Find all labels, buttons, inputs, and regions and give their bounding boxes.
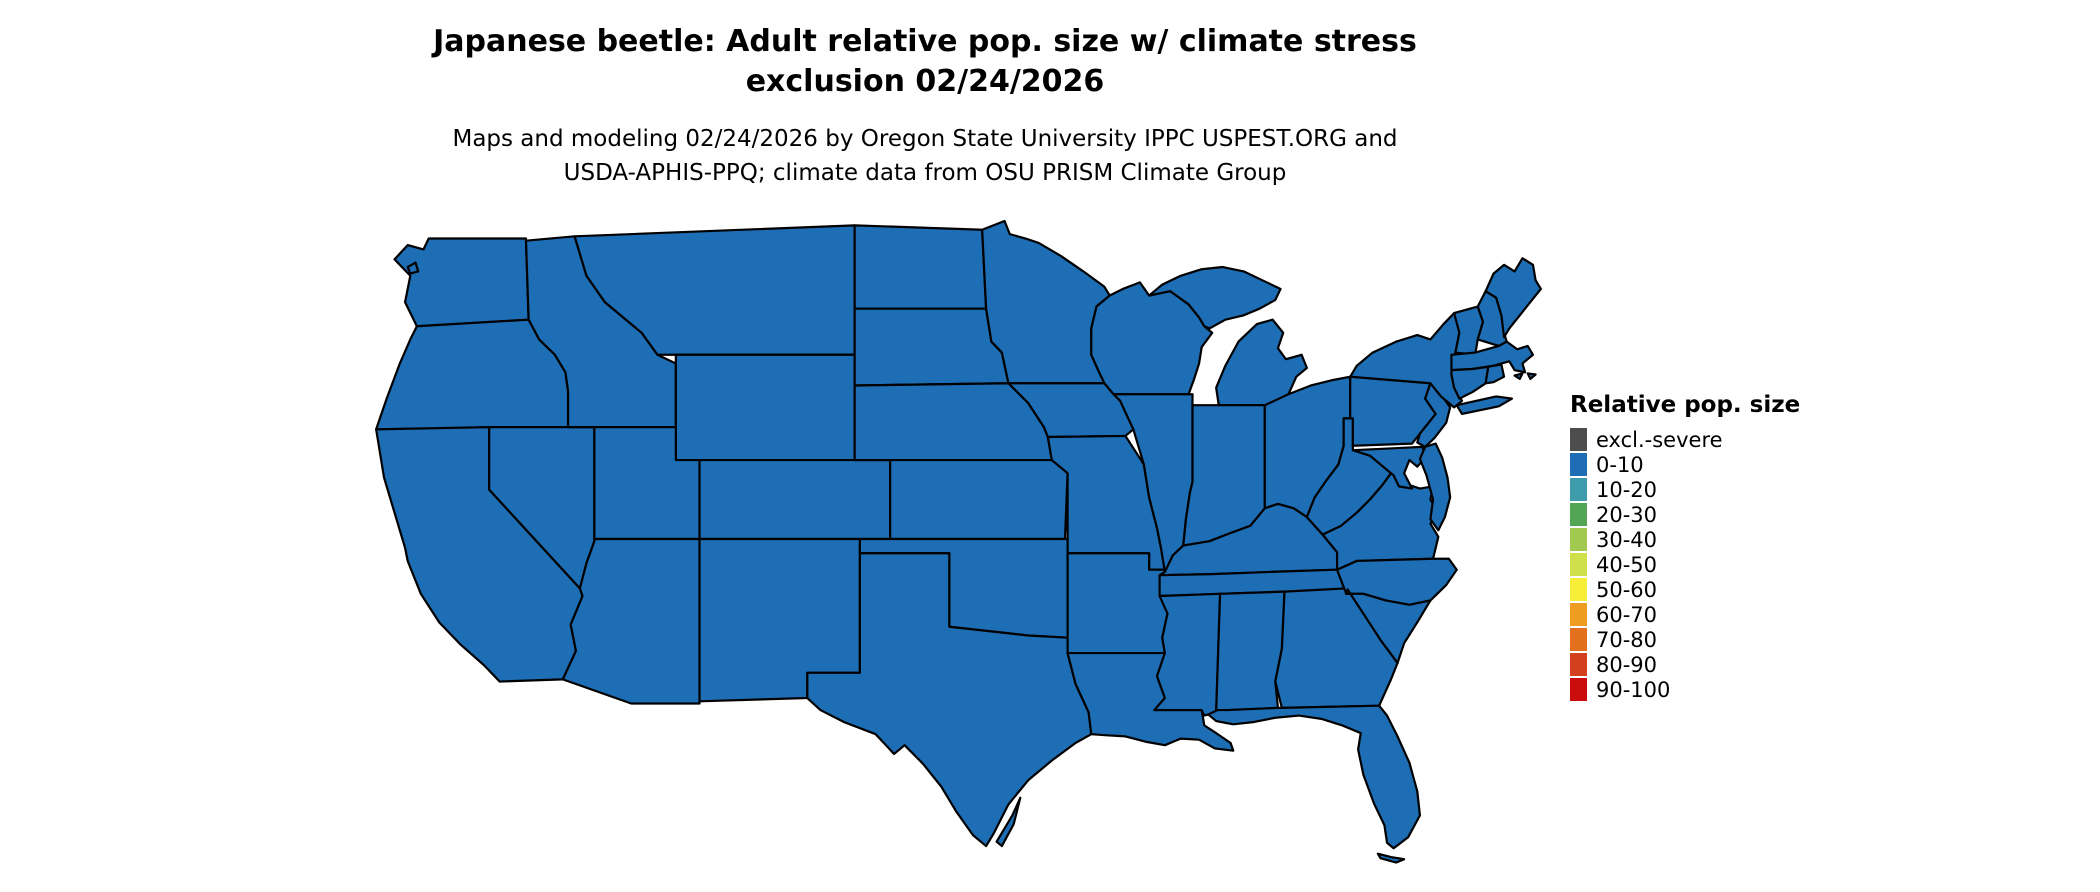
legend-label: 60-70 <box>1596 602 1658 627</box>
subtitle-line-1: Maps and modeling 02/24/2026 by Oregon S… <box>452 126 1398 152</box>
legend-entries: excl.-severe 0-10 10-20 20-30 30-40 40-50 50-6… <box>1570 427 1800 702</box>
state-vermont <box>1454 307 1483 355</box>
legend-label: excl.-severe <box>1596 427 1723 452</box>
state-connecticut <box>1451 367 1488 399</box>
legend-entry: 30-40 <box>1570 527 1800 552</box>
legend-swatch <box>1570 478 1587 501</box>
legend-entry: 10-20 <box>1570 477 1800 502</box>
legend-entry: 70-80 <box>1570 627 1800 652</box>
legend-swatch <box>1570 628 1587 651</box>
legend-swatch <box>1570 503 1587 526</box>
legend-entry: 40-50 <box>1570 552 1800 577</box>
legend-label: 90-100 <box>1596 677 1671 702</box>
state-delmarva-peninsula <box>1420 444 1450 531</box>
title-line-2: exclusion 02/24/2026 <box>745 64 1105 99</box>
state-colorado <box>700 460 891 539</box>
legend-swatch <box>1570 553 1587 576</box>
state-florida-keys <box>1378 854 1404 863</box>
legend-swatch <box>1570 603 1587 626</box>
state-south-dakota <box>855 309 1009 386</box>
island-massachusetts-2 <box>1528 373 1536 378</box>
legend-entry: excl.-severe <box>1570 427 1800 452</box>
legend-entry: 0-10 <box>1570 452 1800 477</box>
us-map-svg <box>292 210 1554 868</box>
state-maine <box>1486 258 1541 337</box>
states-group <box>376 221 1541 863</box>
page-subtitle: Maps and modeling 02/24/2026 by Oregon S… <box>0 122 1850 190</box>
legend-swatch <box>1570 578 1587 601</box>
legend-label: 10-20 <box>1596 477 1658 502</box>
legend-label: 40-50 <box>1596 552 1658 577</box>
state-new-york-long-island <box>1457 396 1512 414</box>
legend-swatch <box>1570 428 1587 451</box>
island-texas-barrier <box>997 798 1021 846</box>
legend-label: 20-30 <box>1596 502 1658 527</box>
legend-label: 50-60 <box>1596 577 1658 602</box>
legend-label: 30-40 <box>1596 527 1658 552</box>
state-washington <box>395 239 529 327</box>
island-puget-sound <box>408 263 419 274</box>
state-florida <box>1208 706 1420 849</box>
state-rhode-island <box>1486 365 1504 384</box>
legend-title: Relative pop. size <box>1570 392 1801 418</box>
state-michigan-upper-peninsula <box>1149 267 1280 328</box>
subtitle-line-2: USDA-APHIS-PPQ; climate data from OSU PR… <box>563 160 1287 186</box>
legend-label: 70-80 <box>1596 627 1658 652</box>
state-alabama <box>1216 592 1284 724</box>
legend-entry: 60-70 <box>1570 602 1800 627</box>
title-line-1: Japanese beetle: Adult relative pop. siz… <box>433 24 1417 59</box>
state-north-dakota <box>855 225 986 308</box>
legend-entry: 50-60 <box>1570 577 1800 602</box>
state-texas <box>807 553 1091 846</box>
legend-entry: 20-30 <box>1570 502 1800 527</box>
legend-entry: 80-90 <box>1570 652 1800 677</box>
legend-swatch <box>1570 453 1587 476</box>
state-michigan-lower-peninsula <box>1216 320 1307 406</box>
us-map <box>292 210 1554 868</box>
state-south-carolina <box>1346 589 1430 662</box>
map-legend: Relative pop. size excl.-severe 0-10 10-20… <box>1570 392 1800 702</box>
legend-entry: 90-100 <box>1570 677 1800 702</box>
legend-swatch <box>1570 528 1587 551</box>
legend-swatch <box>1570 653 1587 676</box>
page-title: Japanese beetle: Adult relative pop. siz… <box>0 22 1850 102</box>
legend-label: 80-90 <box>1596 652 1658 677</box>
island-massachusetts-1 <box>1515 373 1523 378</box>
state-wyoming <box>676 355 855 460</box>
legend-swatch <box>1570 678 1587 701</box>
legend-label: 0-10 <box>1596 452 1644 477</box>
state-kansas <box>890 460 1067 539</box>
